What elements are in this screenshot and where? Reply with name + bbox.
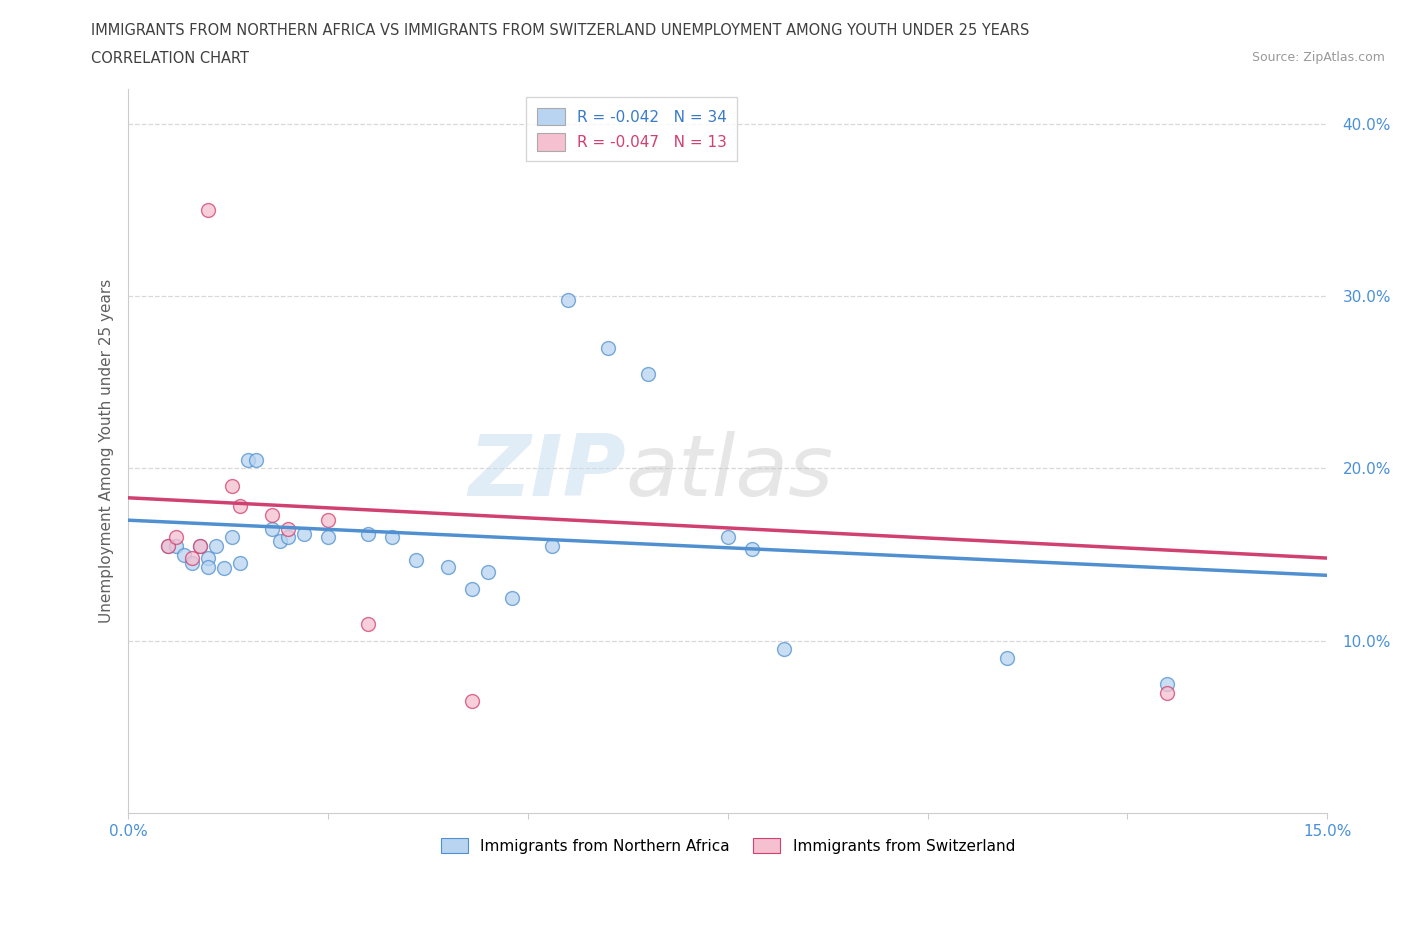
Point bbox=[772, 642, 794, 657]
Point bbox=[229, 499, 252, 514]
Point bbox=[596, 340, 619, 355]
Point bbox=[205, 538, 228, 553]
Point bbox=[557, 292, 579, 307]
Point bbox=[477, 565, 499, 579]
Point bbox=[277, 522, 299, 537]
Point bbox=[357, 526, 380, 541]
Point bbox=[637, 366, 659, 381]
Point bbox=[269, 534, 291, 549]
Point bbox=[262, 508, 284, 523]
Point bbox=[236, 452, 259, 467]
Point bbox=[1156, 676, 1178, 691]
Point bbox=[357, 617, 380, 631]
Point bbox=[165, 530, 187, 545]
Point bbox=[461, 581, 484, 596]
Point bbox=[741, 542, 763, 557]
Text: CORRELATION CHART: CORRELATION CHART bbox=[91, 51, 249, 66]
Point bbox=[262, 522, 284, 537]
Point bbox=[221, 530, 243, 545]
Y-axis label: Unemployment Among Youth under 25 years: Unemployment Among Youth under 25 years bbox=[100, 279, 114, 623]
Point bbox=[997, 651, 1019, 666]
Point bbox=[229, 556, 252, 571]
Point bbox=[245, 452, 267, 467]
Point bbox=[437, 559, 460, 574]
Point bbox=[277, 530, 299, 545]
Point bbox=[461, 694, 484, 709]
Legend: Immigrants from Northern Africa, Immigrants from Switzerland: Immigrants from Northern Africa, Immigra… bbox=[434, 831, 1021, 859]
Point bbox=[173, 547, 195, 562]
Point bbox=[197, 551, 219, 565]
Point bbox=[165, 538, 187, 553]
Text: ZIP: ZIP bbox=[468, 432, 626, 514]
Text: atlas: atlas bbox=[626, 432, 834, 514]
Point bbox=[316, 530, 339, 545]
Point bbox=[381, 530, 404, 545]
Point bbox=[157, 538, 180, 553]
Point bbox=[188, 538, 211, 553]
Text: Source: ZipAtlas.com: Source: ZipAtlas.com bbox=[1251, 51, 1385, 64]
Point bbox=[197, 203, 219, 218]
Point bbox=[1156, 685, 1178, 700]
Point bbox=[188, 538, 211, 553]
Point bbox=[197, 559, 219, 574]
Point bbox=[316, 512, 339, 527]
Point bbox=[501, 591, 523, 605]
Point bbox=[405, 552, 427, 567]
Point bbox=[212, 561, 235, 576]
Point bbox=[157, 538, 180, 553]
Point bbox=[717, 530, 740, 545]
Point bbox=[181, 551, 204, 565]
Text: IMMIGRANTS FROM NORTHERN AFRICA VS IMMIGRANTS FROM SWITZERLAND UNEMPLOYMENT AMON: IMMIGRANTS FROM NORTHERN AFRICA VS IMMIG… bbox=[91, 23, 1029, 38]
Point bbox=[221, 478, 243, 493]
Point bbox=[181, 556, 204, 571]
Point bbox=[292, 526, 315, 541]
Point bbox=[541, 538, 564, 553]
